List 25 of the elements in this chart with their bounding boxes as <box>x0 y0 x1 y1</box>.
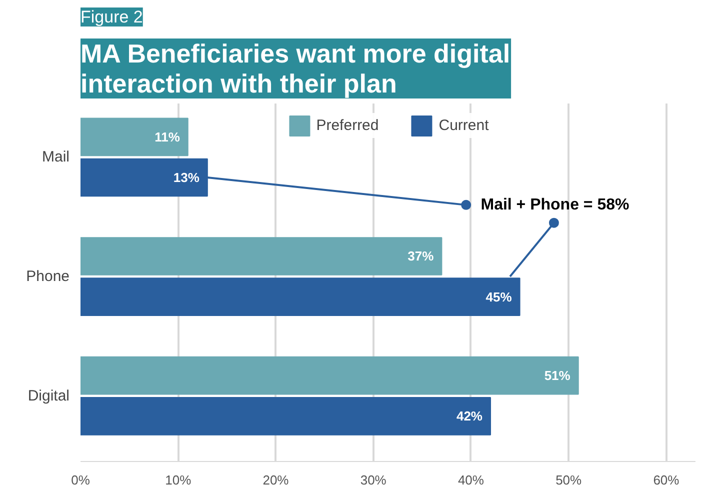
text: 11% <box>154 129 180 144</box>
chart-subtitle: Figure 2 <box>80 8 143 26</box>
text: 37% <box>408 248 434 264</box>
text: 13% <box>173 170 200 185</box>
x-tick-label: 20% <box>262 472 290 488</box>
chart-title: MA Beneficiaries want more digital interaction with their plan <box>80 38 510 98</box>
text: 51% <box>544 368 570 384</box>
bar <box>80 356 579 395</box>
bar <box>80 396 491 436</box>
bar <box>80 237 442 276</box>
text: 45% <box>486 289 512 304</box>
y-tick-label: Phone <box>26 268 70 286</box>
legend-label: Preferred <box>316 117 379 134</box>
y-tick-label: Digital <box>28 387 70 404</box>
x-tick-label: 10% <box>165 472 192 488</box>
bar <box>80 118 188 156</box>
x-tick-label: 50% <box>556 472 582 488</box>
x-tick-label: 40% <box>458 472 484 488</box>
legend-label: Current <box>438 117 489 134</box>
x-tick-label: 60% <box>653 472 680 488</box>
x-tick-label: 30% <box>360 472 387 488</box>
text: 42% <box>456 408 483 424</box>
annotation: Mail + Phone = 58% <box>480 196 630 214</box>
y-tick-label: Mail <box>42 148 70 166</box>
x-tick-label: 0% <box>71 472 90 488</box>
